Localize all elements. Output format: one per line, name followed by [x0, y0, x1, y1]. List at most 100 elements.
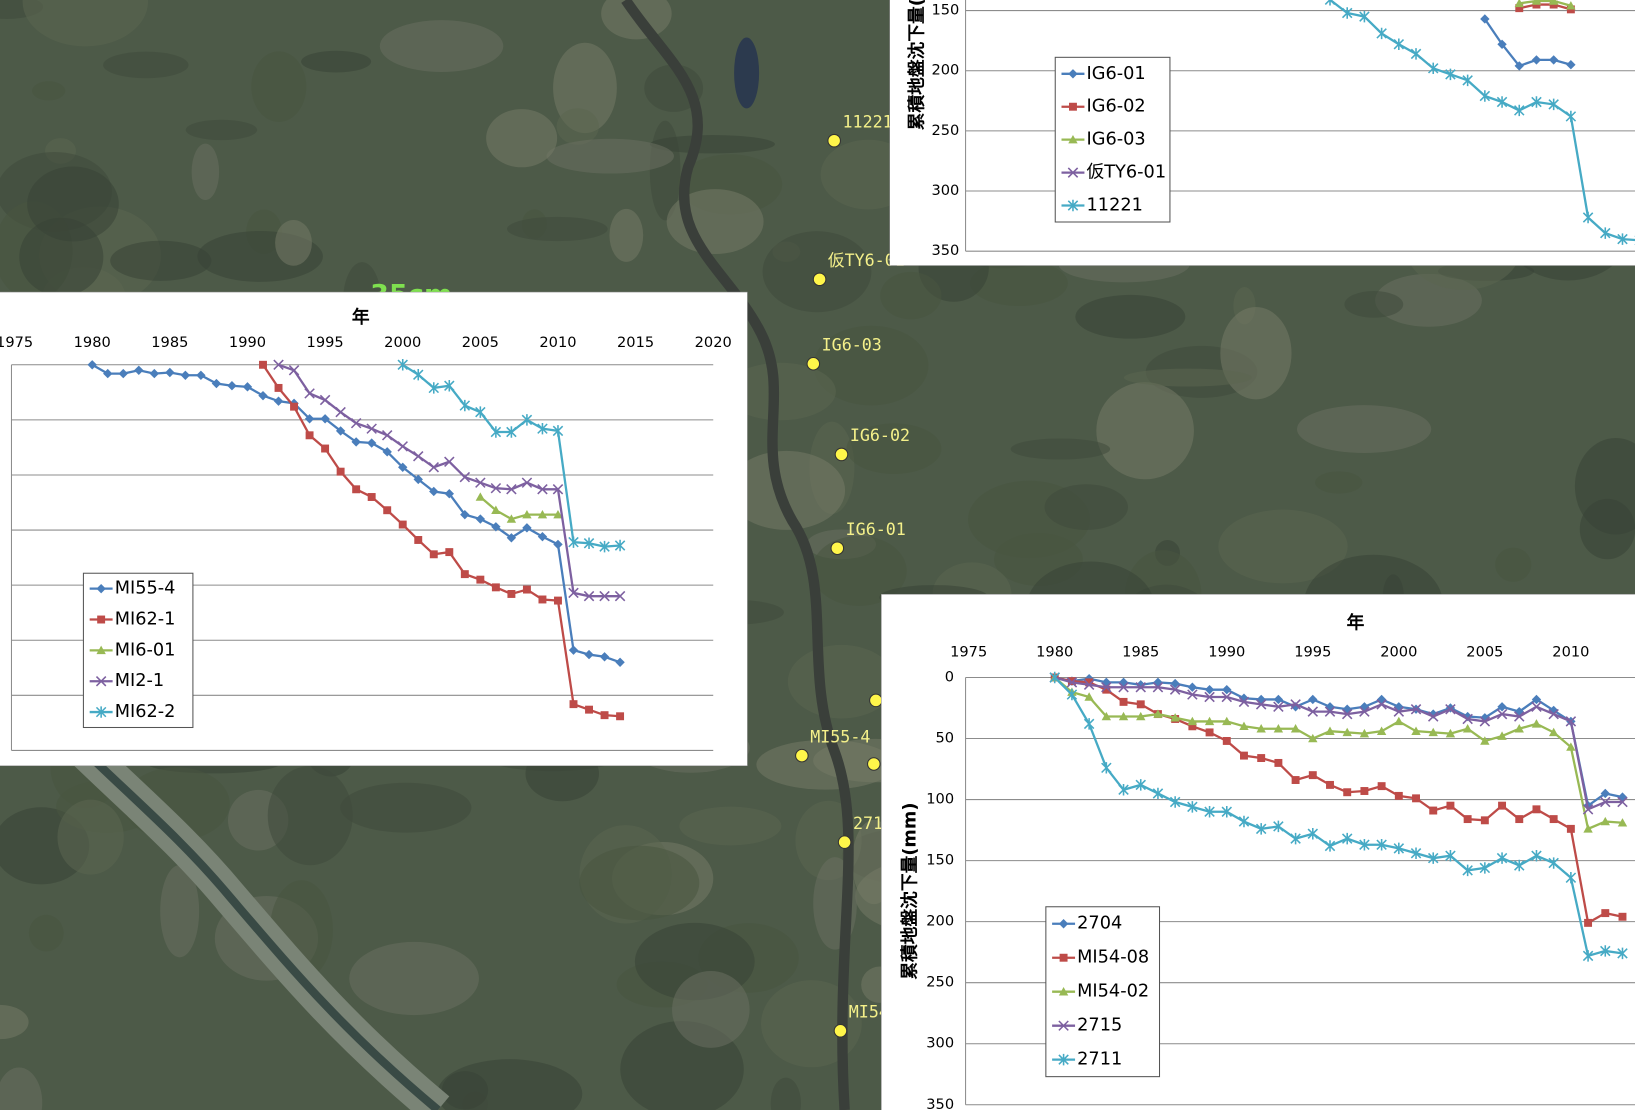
- marker: [1446, 802, 1454, 810]
- marker: [1343, 788, 1351, 796]
- map-point-label: MI55-4: [810, 727, 870, 746]
- legend-label: MI2-1: [115, 671, 164, 691]
- y-tick-label: 150: [931, 2, 959, 19]
- terrain-patch: [1495, 548, 1531, 582]
- marker: [1309, 771, 1317, 779]
- marker: [601, 711, 609, 719]
- legend-label: IG6-01: [1087, 64, 1146, 84]
- marker: [1069, 103, 1077, 111]
- x-tick-label: 2000: [384, 334, 421, 351]
- terrain-patch: [547, 139, 674, 174]
- marker: [368, 493, 376, 501]
- map-point: [835, 448, 848, 461]
- terrain-patch: [186, 120, 257, 140]
- map-point: [828, 134, 841, 147]
- x-tick-label: 2015: [617, 334, 654, 351]
- map-point-label: IG6-02: [850, 426, 910, 445]
- legend-label: IG6-02: [1087, 97, 1146, 117]
- terrain-patch: [1124, 369, 1252, 387]
- marker: [1619, 913, 1627, 921]
- map-view: 35cm 11221仮TY6-01IG6-03IG6-02IG6-01MI55-…: [0, 0, 1635, 1110]
- legend-label: MI55-4: [115, 579, 176, 599]
- y-tick-label: 350: [931, 242, 959, 259]
- marker: [476, 576, 484, 584]
- terrain-patch: [1011, 438, 1110, 459]
- x-tick-label: 1980: [1036, 643, 1073, 660]
- marker: [321, 445, 329, 453]
- marker: [1550, 815, 1558, 823]
- terrain-patch: [29, 915, 64, 952]
- terrain-patch: [442, 1071, 488, 1109]
- terrain-patch: [275, 220, 312, 266]
- marker: [1206, 728, 1214, 736]
- page: 35cm 11221仮TY6-01IG6-03IG6-02IG6-01MI55-…: [0, 0, 1635, 1110]
- x-tick-label: 1975: [0, 334, 33, 351]
- terrain-patch: [32, 81, 65, 100]
- chart-panel: [881, 594, 1635, 1110]
- legend: 2704MI54-08MI54-0227152711: [1046, 907, 1160, 1077]
- map-point-label: IG6-01: [846, 520, 906, 539]
- y-tick-label: 300: [926, 1035, 954, 1052]
- marker: [399, 521, 407, 529]
- marker: [1515, 815, 1523, 823]
- marker: [523, 586, 531, 594]
- chart-panel: [889, 0, 1635, 266]
- terrain-patch: [1344, 291, 1403, 318]
- chart: 0501001502002503003501975198019851990199…: [0, 292, 748, 766]
- terrain-patch: [349, 942, 479, 1015]
- y-axis-title: 累積地盤沈下量(mm): [906, 0, 928, 130]
- marker: [616, 712, 624, 720]
- legend-label: MI54-08: [1077, 948, 1149, 968]
- legend: MI55-4MI62-1MI6-01MI2-1MI62-2: [83, 573, 192, 727]
- x-axis-title: 年: [352, 306, 370, 328]
- y-axis-title: 累積地盤沈下量(mm): [898, 803, 920, 980]
- marker: [445, 548, 453, 556]
- terrain-patch: [763, 231, 872, 312]
- terrain-patch: [507, 217, 608, 241]
- marker: [1567, 825, 1575, 833]
- terrain-patch: [268, 766, 353, 865]
- marker: [1378, 782, 1386, 790]
- terrain-patch: [251, 51, 306, 122]
- marker: [1274, 759, 1282, 767]
- map-point: [868, 758, 881, 771]
- pond: [734, 38, 759, 109]
- marker: [585, 706, 593, 714]
- marker: [1601, 909, 1609, 917]
- marker: [492, 583, 500, 591]
- marker: [1060, 954, 1068, 962]
- marker: [352, 485, 360, 493]
- marker: [1120, 698, 1128, 706]
- x-tick-label: 1995: [1294, 643, 1331, 660]
- marker: [507, 590, 515, 598]
- terrain-patch: [679, 807, 781, 846]
- terrain-patch: [1580, 499, 1635, 559]
- terrain-patch: [1220, 307, 1291, 399]
- y-tick-label: 300: [931, 182, 959, 199]
- marker: [1429, 807, 1437, 815]
- y-tick-label: 0: [945, 668, 954, 685]
- terrain-patch: [19, 218, 103, 297]
- terrain-patch: [103, 52, 188, 79]
- marker: [1532, 805, 1540, 813]
- y-tick-label: 50: [936, 730, 955, 747]
- y-tick-label: 250: [926, 974, 954, 991]
- marker: [290, 403, 298, 411]
- marker: [461, 570, 469, 578]
- x-axis-title: 年: [1347, 611, 1365, 633]
- terrain-patch: [1315, 471, 1362, 493]
- terrain-patch: [579, 846, 699, 920]
- x-tick-label: 1990: [229, 334, 266, 351]
- terrain-patch: [380, 20, 503, 72]
- legend-label: MI6-01: [115, 640, 176, 660]
- marker: [383, 506, 391, 514]
- terrain-patch: [340, 783, 471, 833]
- y-tick-label: 350: [926, 1096, 954, 1110]
- legend-label: MI54-02: [1077, 982, 1149, 1002]
- marker: [1584, 919, 1592, 927]
- chart: 150200250300350累積地盤沈下量(mm)IG6-01IG6-02IG…: [889, 0, 1635, 266]
- marker: [570, 700, 578, 708]
- marker: [1257, 754, 1265, 762]
- marker: [337, 468, 345, 476]
- legend-label: 2711: [1077, 1050, 1122, 1070]
